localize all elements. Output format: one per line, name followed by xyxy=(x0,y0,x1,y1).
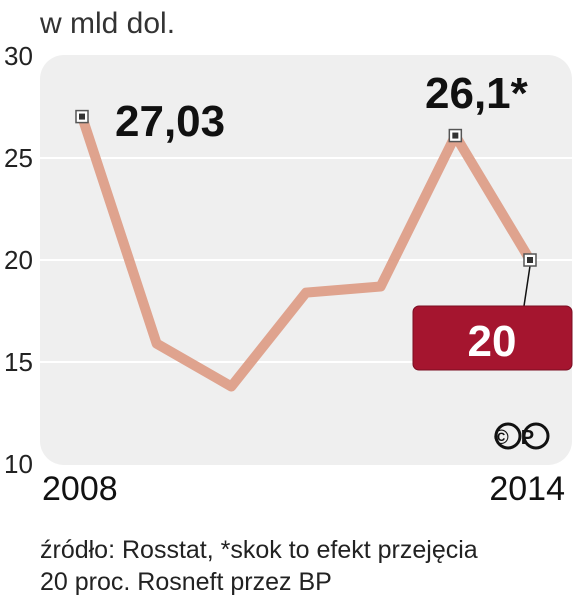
y-tick-label: 15 xyxy=(4,347,33,377)
data-marker-core xyxy=(79,113,85,120)
y-tick-label: 30 xyxy=(4,41,33,71)
x-axis-label-end: 2014 xyxy=(489,470,565,508)
annotation-peak-value: 26,1* xyxy=(425,69,529,118)
data-markers xyxy=(75,109,537,267)
y-tick-label: 25 xyxy=(4,143,33,173)
unit-label: w mld dol. xyxy=(39,7,175,40)
copyright-mark: ©P xyxy=(494,422,550,450)
x-axis-label-start: 2008 xyxy=(42,470,118,508)
annotation-last-value: 20 xyxy=(468,317,517,366)
label-leader-line xyxy=(523,265,531,307)
annotation-first-value: 27,03 xyxy=(115,97,225,146)
data-marker-core xyxy=(527,257,533,263)
y-axis-ticks: 30 25 20 15 10 xyxy=(4,41,33,479)
copyright-circle xyxy=(494,422,522,450)
source-line-2: 20 proc. Rosneft przez BP xyxy=(40,568,332,596)
last-value-box xyxy=(412,305,573,371)
data-marker-core xyxy=(452,132,459,139)
copyright-circle xyxy=(522,422,550,450)
source-line-1: źródło: Rosstat, *skok to efekt przejęci… xyxy=(40,536,478,564)
y-tick-label: 20 xyxy=(4,245,33,275)
y-tick-label: 10 xyxy=(4,449,33,479)
